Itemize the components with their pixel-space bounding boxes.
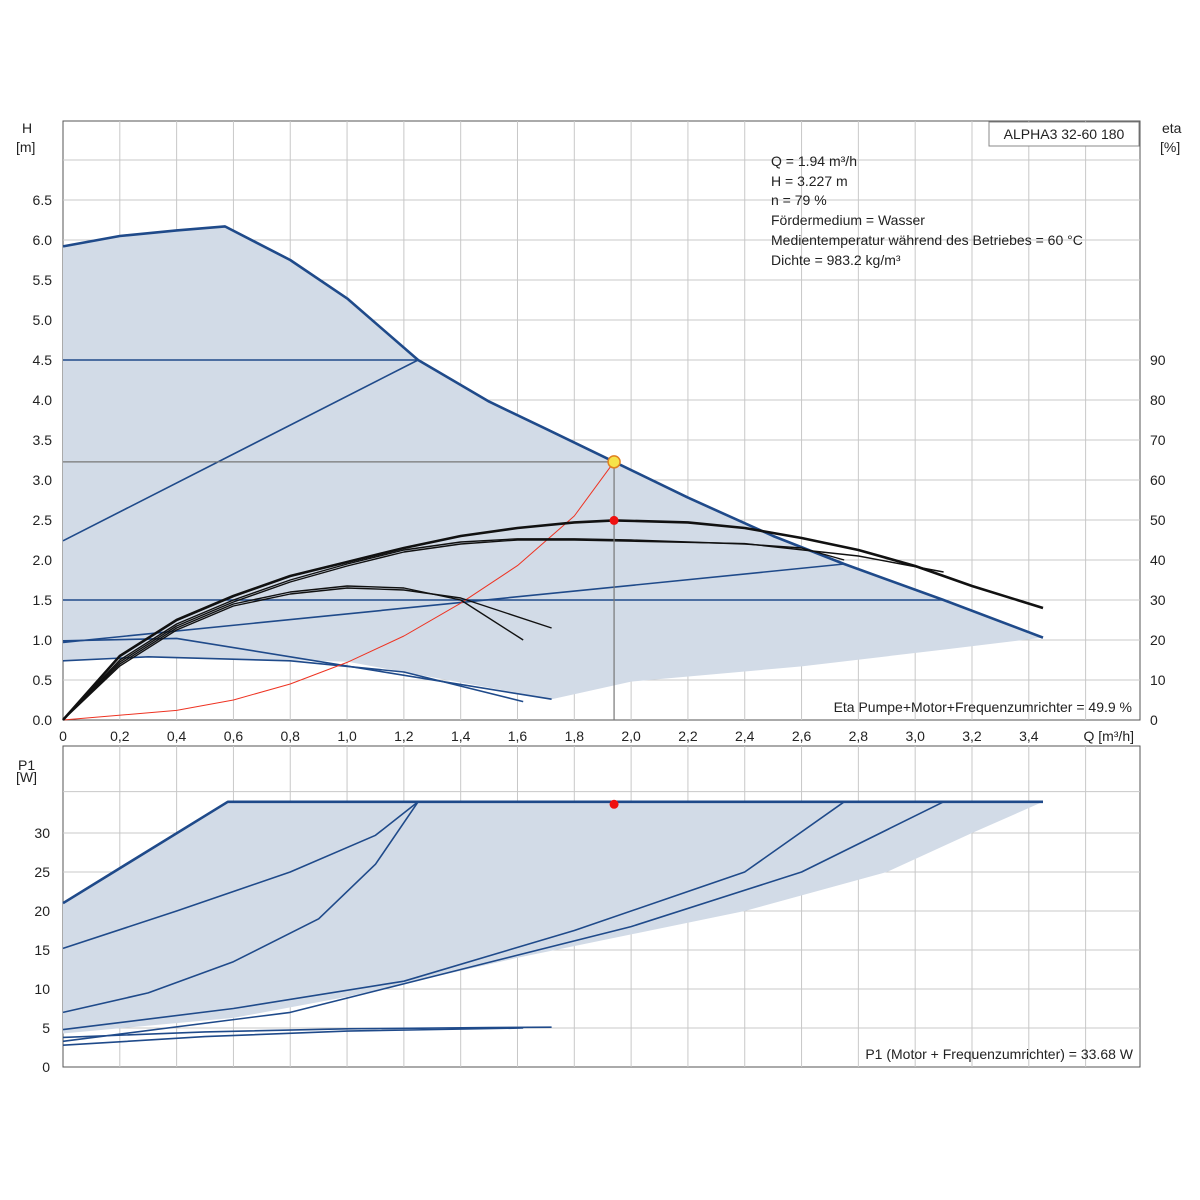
pump-curve <box>62 225 1044 639</box>
head-chart-y-ticks: 0.0 0.5 1.0 1.5 2.0 2.5 3.0 3.5 4.0 4.5 5.0 5.5 6.0 6… <box>33 192 53 728</box>
y-tick-label: 5.0 <box>33 312 53 328</box>
y2-tick-label: 60 <box>1150 472 1166 488</box>
head-chart: 0 0,2 0,4 0,6 0,8 1,0 1,2 1,4 1,6 1,8 2,0 2,2 2,4 2,6… <box>16 120 1182 744</box>
x-tick-label: 1,0 <box>337 728 357 744</box>
x-tick-label: 0,6 <box>224 728 244 744</box>
y2-axis-label: eta <box>1162 120 1182 136</box>
y2-tick-label: 10 <box>1150 672 1166 688</box>
y-tick-label: 0.0 <box>33 712 53 728</box>
x-tick-label: 2,2 <box>678 728 698 744</box>
y-tick-label: 4.0 <box>33 392 53 408</box>
x-tick-label: 0,2 <box>110 728 130 744</box>
y-axis-label: H <box>22 120 32 136</box>
y2-tick-label: 50 <box>1150 512 1166 528</box>
head-chart-x-ticks: 0 0,2 0,4 0,6 0,8 1,0 1,2 1,4 1,6 1,8 2,0 2,2 2,4 2,6… <box>59 728 1039 744</box>
power-point-marker <box>609 799 619 809</box>
info-line-medium: Fördermedium = Wasser <box>771 212 925 228</box>
power-chart-marks <box>609 799 619 809</box>
power-curve <box>62 801 419 1014</box>
y-tick-label: 1.0 <box>33 632 53 648</box>
x-tick-label: 0 <box>59 728 67 744</box>
x-tick-label: 2,6 <box>792 728 812 744</box>
power-curve <box>62 801 419 950</box>
y2-axis-unit: [%] <box>1160 139 1180 155</box>
x-tick-label: 1,2 <box>394 728 414 744</box>
power-note: P1 (Motor + Frequenzumrichter) = 33.68 W <box>865 1046 1133 1062</box>
efficiency-curve <box>62 587 552 721</box>
x-tick-label: 1,6 <box>508 728 528 744</box>
power-y-tick-label: 20 <box>34 903 50 919</box>
x-tick-label: 2,8 <box>849 728 869 744</box>
y2-tick-label: 30 <box>1150 592 1166 608</box>
x-tick-label: 3,2 <box>962 728 982 744</box>
y2-tick-label: 70 <box>1150 432 1166 448</box>
y-tick-label: 5.5 <box>33 272 53 288</box>
power-axis-unit: [W] <box>16 769 37 785</box>
power-y-tick-label: 30 <box>34 825 50 841</box>
y-tick-label: 4.5 <box>33 352 53 368</box>
system-curve <box>62 461 615 721</box>
x-axis-unit: Q [m³/h] <box>1083 728 1134 744</box>
y-axis-unit: [m] <box>16 139 35 155</box>
y-tick-label: 2.5 <box>33 512 53 528</box>
y-tick-label: 6.5 <box>33 192 53 208</box>
operating-range-area <box>63 226 1043 700</box>
x-tick-label: 2,0 <box>621 728 641 744</box>
info-line-h: H = 3.227 m <box>771 173 848 189</box>
pump-curve <box>62 637 552 700</box>
efficiency-curve <box>62 519 1044 721</box>
power-curve <box>62 801 944 1043</box>
y-tick-label: 0.5 <box>33 672 53 688</box>
power-curve <box>62 801 845 1031</box>
power-y-tick-label: 25 <box>34 864 50 880</box>
y-tick-label: 6.0 <box>33 232 53 248</box>
efficiency-note: Eta Pumpe+Motor+Frequenzumrichter = 49.9… <box>834 699 1132 715</box>
pump-curve <box>62 359 419 542</box>
y2-tick-label: 90 <box>1150 352 1166 368</box>
x-tick-label: 3,0 <box>905 728 925 744</box>
efficiency-curve <box>62 539 944 721</box>
efficiency-point-marker <box>609 515 619 525</box>
power-axis-label: P1 <box>18 757 35 773</box>
operating-point-marker <box>607 455 621 469</box>
x-tick-label: 1,8 <box>565 728 585 744</box>
y2-tick-label: 40 <box>1150 552 1166 568</box>
y-tick-label: 3.5 <box>33 432 53 448</box>
power-chart-series <box>62 800 1043 1046</box>
x-tick-label: 3,4 <box>1019 728 1039 744</box>
info-line-temperature: Medientemperatur während des Betriebes =… <box>771 232 1083 248</box>
x-tick-label: 1,4 <box>451 728 471 744</box>
power-y-tick-label: 10 <box>34 981 50 997</box>
power-curve <box>62 1027 524 1046</box>
pump-curve <box>62 656 524 703</box>
info-line-q: Q = 1.94 m³/h <box>771 153 857 169</box>
info-line-n: n = 79 % <box>771 192 827 208</box>
power-range-area <box>63 801 1043 1034</box>
head-chart-series <box>62 225 1044 721</box>
pump-curve <box>62 563 845 644</box>
model-label-box <box>988 121 1140 147</box>
x-tick-label: 2,4 <box>735 728 755 744</box>
info-line-density: Dichte = 983.2 kg/m³ <box>771 252 901 268</box>
power-chart-y-ticks: 0 5 10 15 20 25 30 <box>34 825 50 1075</box>
head-chart-marks <box>63 455 621 720</box>
y-tick-label: 2.0 <box>33 552 53 568</box>
power-y-tick-label: 15 <box>34 942 50 958</box>
model-label: ALPHA3 32-60 180 <box>1004 126 1125 142</box>
power-curve <box>62 800 1043 905</box>
power-y-tick-label: 0 <box>42 1059 50 1075</box>
head-chart-y2-ticks: 0 10 20 30 40 50 60 70 80 90 <box>1150 352 1166 728</box>
y2-tick-label: 80 <box>1150 392 1166 408</box>
head-chart-envelope <box>63 226 1043 700</box>
power-y-tick-label: 5 <box>42 1020 50 1036</box>
y-tick-label: 1.5 <box>33 592 53 608</box>
power-chart: 0 5 10 15 20 25 30 P1 [W] P1 (Motor + Frequenz… <box>16 745 1141 1075</box>
y2-tick-label: 0 <box>1150 712 1158 728</box>
y-tick-label: 3.0 <box>33 472 53 488</box>
x-tick-label: 0,4 <box>167 728 187 744</box>
y2-tick-label: 20 <box>1150 632 1166 648</box>
x-tick-label: 0,8 <box>281 728 301 744</box>
power-chart-envelope <box>63 801 1043 1034</box>
